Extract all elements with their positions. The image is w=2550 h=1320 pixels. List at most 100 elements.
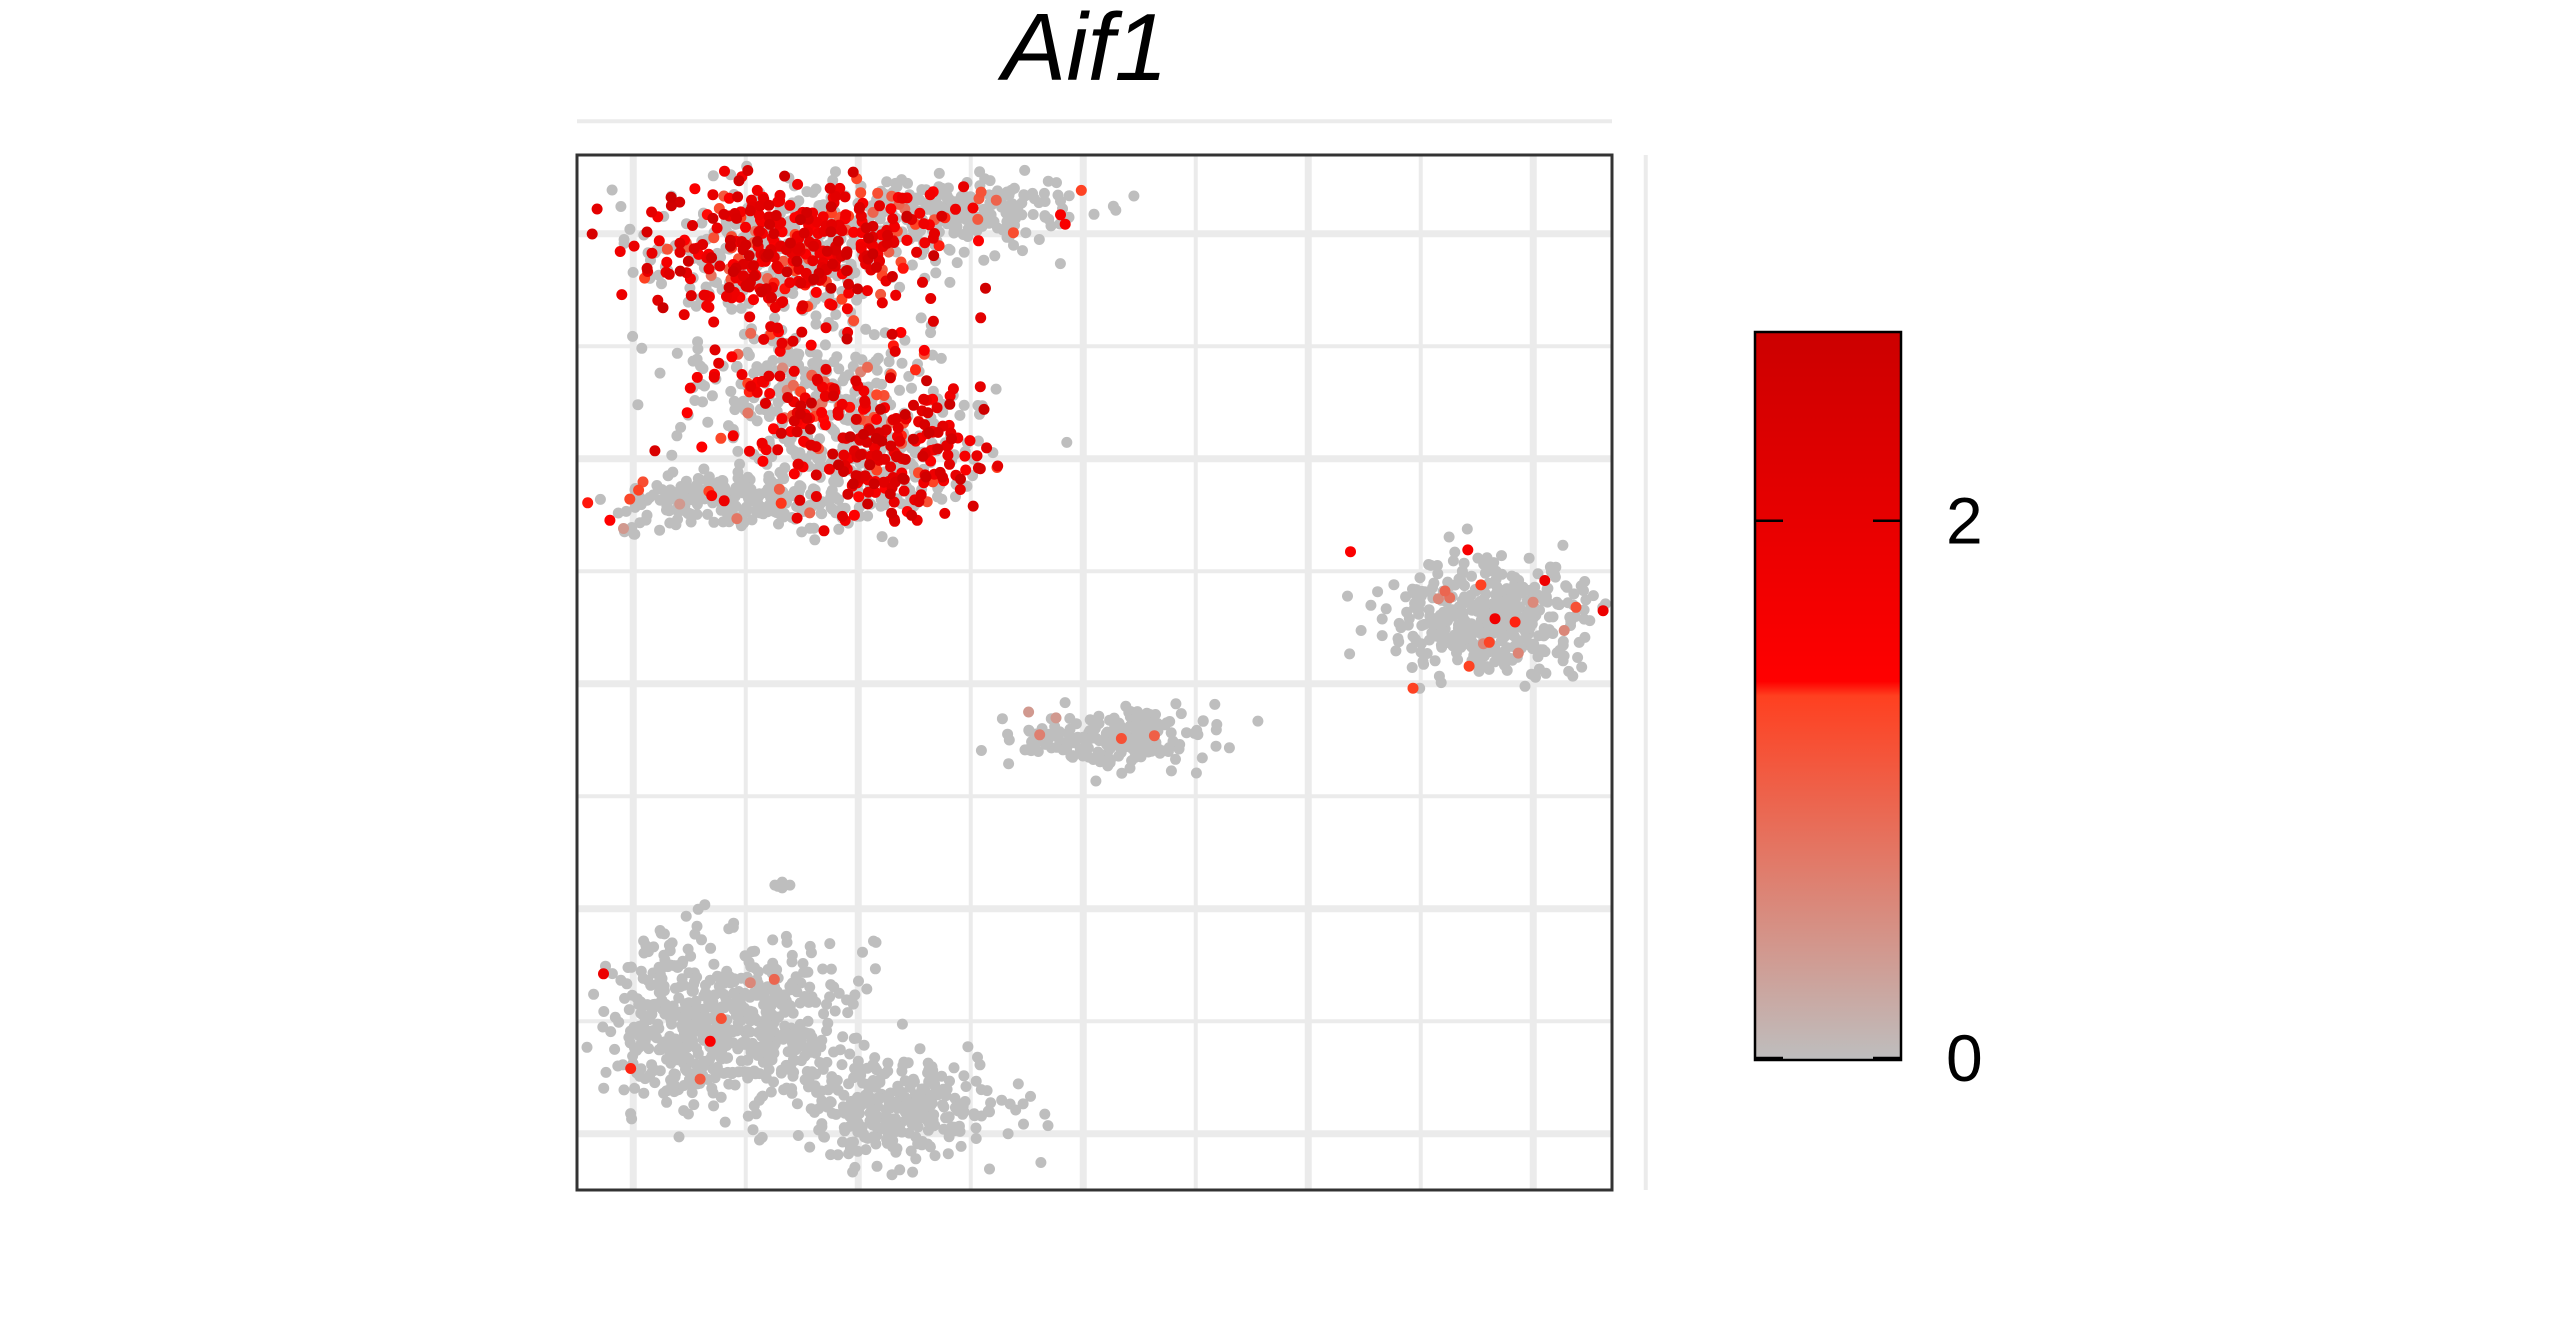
- point-c10: [869, 1061, 881, 1073]
- point-c4: [842, 488, 854, 500]
- point-c3: [702, 416, 714, 428]
- point-c9: [747, 1124, 759, 1136]
- point-c1: [777, 296, 789, 308]
- point-c8: [708, 958, 720, 970]
- point-c7: [1105, 754, 1116, 766]
- point-c1: [930, 267, 942, 279]
- point-c10: [869, 1052, 881, 1064]
- point-c9: [686, 1079, 698, 1091]
- point-c7: [1196, 752, 1208, 764]
- point-c7: [1134, 737, 1145, 749]
- point-c9: [765, 1086, 777, 1098]
- point-c9: [659, 1008, 671, 1020]
- point-c7: [1197, 715, 1209, 727]
- point-c6: [1466, 604, 1478, 616]
- point-c6: [1406, 642, 1418, 654]
- point-c6: [1498, 657, 1510, 669]
- point-c2: [1051, 177, 1062, 189]
- point-c1: [721, 290, 732, 302]
- point-c3: [727, 430, 739, 442]
- point-c9: [705, 942, 717, 954]
- point-c1: [665, 191, 677, 203]
- point-c3: [687, 355, 699, 367]
- point-c4: [967, 500, 979, 512]
- point-c4: [903, 370, 915, 382]
- point-c6: [1427, 582, 1438, 594]
- point-c7: [1223, 742, 1235, 754]
- point-c6: [1435, 619, 1447, 631]
- point-c3: [868, 329, 880, 341]
- point-c10: [825, 1096, 837, 1108]
- point-c1: [748, 294, 759, 306]
- point-c10: [828, 1081, 840, 1093]
- point-c7: [1093, 735, 1105, 747]
- point-c9: [824, 938, 836, 950]
- point-c4: [954, 484, 966, 495]
- point-c10: [858, 1128, 870, 1140]
- point-c1: [944, 276, 956, 288]
- point-c1: [752, 235, 763, 247]
- point-c2: [874, 213, 886, 225]
- point-c3: [742, 346, 754, 358]
- point-c1: [758, 333, 770, 345]
- point-c3: [763, 370, 775, 382]
- point-c2: [990, 194, 1002, 206]
- point-c2: [807, 186, 819, 198]
- point-c8: [691, 920, 703, 932]
- point-c10: [881, 1091, 893, 1103]
- point-c9: [818, 1008, 830, 1020]
- point-c3: [819, 339, 831, 351]
- point-c9: [786, 949, 798, 961]
- point-c2: [1055, 209, 1066, 221]
- point-c9: [709, 1072, 721, 1084]
- point-c9: [756, 1091, 768, 1103]
- point-c8: [668, 1068, 680, 1080]
- point-c1: [796, 326, 808, 338]
- point-c1: [740, 280, 752, 292]
- point-c6: [1495, 627, 1507, 639]
- point-c9: [744, 1005, 756, 1017]
- point-c10: [890, 1126, 902, 1137]
- point-c7: [1134, 749, 1146, 761]
- point-c10: [852, 1145, 864, 1157]
- point-c10: [839, 1102, 851, 1114]
- point-c6: [1345, 546, 1356, 558]
- point-c2: [902, 177, 913, 189]
- point-c8: [658, 1087, 670, 1099]
- point-c10: [846, 1095, 857, 1107]
- point-c7: [1191, 724, 1203, 736]
- point-c5: [680, 481, 692, 493]
- point-c10: [929, 1080, 941, 1092]
- point-c3: [831, 351, 843, 363]
- point-c7: [1210, 724, 1222, 736]
- point-c1: [661, 243, 673, 255]
- point-c6: [1380, 603, 1392, 615]
- point-c9: [744, 977, 756, 989]
- point-c2: [1039, 210, 1051, 222]
- point-c4: [844, 431, 856, 443]
- point-c4: [899, 453, 911, 465]
- point-c3: [764, 388, 776, 399]
- point-c6: [1597, 605, 1609, 617]
- point-c6: [1392, 633, 1404, 644]
- point-c7: [1090, 775, 1102, 787]
- point-c2: [1020, 227, 1032, 239]
- point-c1: [848, 226, 860, 238]
- point-c10: [942, 1148, 954, 1160]
- point-c2: [1009, 206, 1021, 218]
- point-c4: [744, 445, 755, 457]
- point-c3: [958, 399, 970, 411]
- point-c6: [1479, 627, 1490, 639]
- point-c1: [867, 248, 879, 260]
- point-c6: [1460, 616, 1472, 627]
- point-c8: [700, 979, 711, 991]
- point-c3: [706, 390, 718, 402]
- point-c6: [1455, 641, 1467, 653]
- point-c1: [653, 235, 665, 247]
- point-c10: [818, 1131, 830, 1143]
- point-c1: [744, 311, 756, 323]
- point-c3: [691, 371, 703, 383]
- point-c3: [731, 360, 743, 372]
- point-c1: [723, 192, 735, 204]
- point-c4: [954, 409, 966, 421]
